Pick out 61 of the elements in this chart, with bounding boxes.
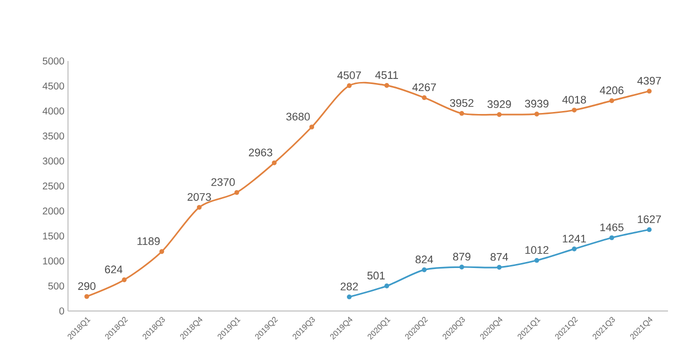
y-tick-label: 2000: [42, 207, 64, 215]
data-label: 3952: [450, 99, 474, 107]
point: [346, 294, 352, 300]
data-label: 1627: [638, 215, 661, 224]
data-label: 3929: [487, 100, 511, 108]
data-label: 3680: [286, 112, 310, 120]
data-label: 290: [78, 282, 96, 290]
point: [196, 204, 202, 210]
y-tick-label: 0: [59, 307, 64, 315]
point: [646, 88, 652, 94]
point: [609, 98, 614, 104]
data-label: 4018: [562, 96, 586, 104]
point: [122, 277, 127, 282]
point: [534, 112, 540, 116]
point: [496, 264, 502, 270]
point: [422, 95, 427, 100]
point: [159, 249, 164, 254]
data-label: 874: [490, 253, 508, 261]
point: [646, 227, 652, 232]
point: [534, 258, 540, 263]
point: [272, 160, 277, 166]
data-label: 2370: [211, 178, 235, 186]
y-tick-label: 4500: [42, 82, 64, 90]
data-label: 1465: [600, 223, 624, 232]
point: [346, 83, 352, 88]
data-label: 824: [416, 256, 434, 264]
point: [84, 294, 90, 299]
data-label: 2963: [248, 148, 272, 156]
data-label: 624: [105, 266, 122, 274]
point: [496, 112, 502, 117]
point: [384, 83, 390, 88]
data-label: 3939: [524, 100, 548, 108]
point: [572, 246, 577, 252]
point: [422, 267, 427, 272]
point: [609, 235, 614, 240]
y-tick-label: 2500: [42, 182, 64, 190]
data-label: 1012: [525, 246, 548, 254]
data-label: 879: [453, 252, 470, 261]
point: [309, 124, 314, 130]
data-label: 4206: [600, 86, 624, 94]
data-label: 1189: [138, 237, 160, 246]
data-label: 1241: [562, 234, 586, 242]
point: [459, 111, 464, 116]
y-tick-label: 4000: [42, 107, 64, 115]
data-label: 2073: [188, 193, 211, 201]
y-tick-label: 3000: [42, 157, 64, 165]
point: [572, 108, 577, 112]
data-label: 4397: [637, 76, 661, 85]
y-tick-label: 3500: [42, 132, 64, 140]
y-tick-label: 5000: [42, 57, 64, 65]
y-tick-label: 1500: [43, 232, 64, 240]
y-tick-label: 1000: [43, 257, 64, 265]
point: [459, 264, 464, 270]
data-label: 282: [340, 282, 358, 290]
data-label: 501: [367, 272, 385, 280]
data-label: 4507: [337, 71, 361, 80]
y-tick-label: 500: [48, 282, 64, 290]
point: [234, 190, 240, 195]
point: [384, 284, 390, 288]
data-label: 4267: [412, 83, 436, 92]
data-label: 4511: [375, 71, 398, 79]
